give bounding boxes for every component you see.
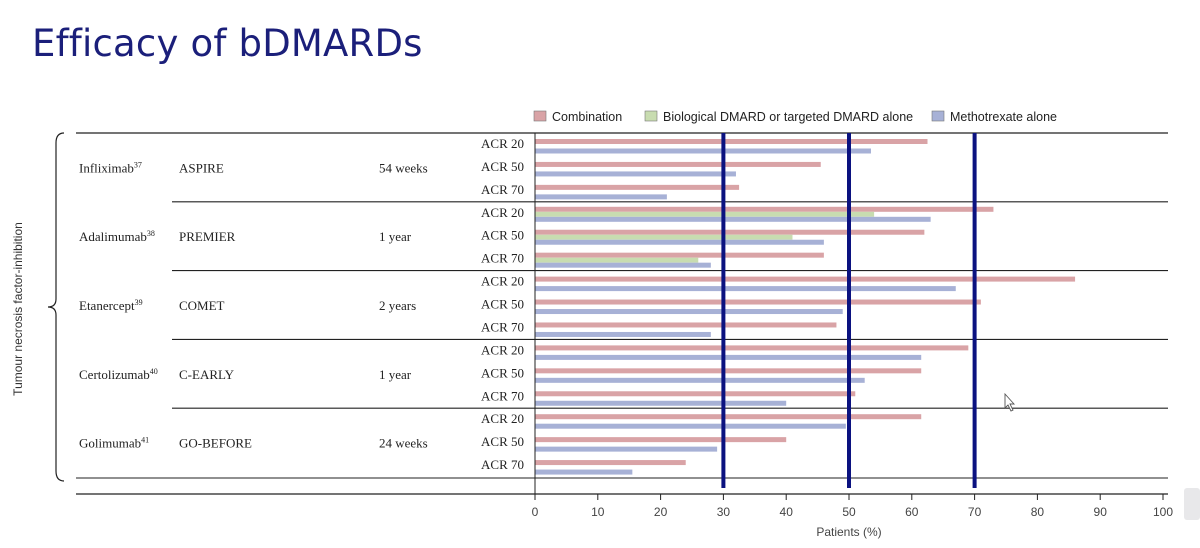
group-brace xyxy=(47,132,65,482)
bar-combination xyxy=(535,139,928,144)
drug-name: Etanercept39 xyxy=(79,298,143,313)
drug-label: Golimumab xyxy=(79,436,141,451)
drug-ref: 41 xyxy=(141,436,149,445)
bar-combination xyxy=(535,229,925,235)
drug-ref: 38 xyxy=(147,229,155,238)
bar-combination xyxy=(535,161,821,167)
drug-name: Certolizumab40 xyxy=(79,367,158,382)
drug-name: Golimumab41 xyxy=(79,436,149,451)
legend-swatch-mtx xyxy=(931,110,945,122)
legend-label-combination: Combination xyxy=(552,110,622,124)
bar-combination xyxy=(535,322,837,328)
x-tick-label: 70 xyxy=(968,505,982,519)
bar-biologic xyxy=(535,211,875,217)
study-name: PREMIER xyxy=(179,229,236,244)
x-tick-label: 30 xyxy=(717,505,731,519)
x-tick-label: 50 xyxy=(842,505,856,519)
scroll-handle[interactable] xyxy=(1184,488,1200,520)
bar-mtx xyxy=(535,262,711,268)
acr-label: ACR 50 xyxy=(481,365,524,380)
side-label: Tumour necrosis factor-inhibition xyxy=(11,222,25,396)
acr-label: ACR 20 xyxy=(481,274,524,289)
bar-mtx xyxy=(535,354,922,360)
drug-ref: 40 xyxy=(150,367,158,376)
bar-biologic xyxy=(535,257,699,263)
acr-label: ACR 50 xyxy=(481,159,524,174)
bar-combination xyxy=(535,184,740,190)
drug-label: Adalimumab xyxy=(79,229,147,244)
bar-mtx xyxy=(535,171,736,177)
study-duration: 54 weeks xyxy=(379,160,428,175)
bar-mtx xyxy=(535,239,824,245)
x-tick-label: 90 xyxy=(1094,505,1108,519)
bar-combination xyxy=(535,414,922,420)
acr-label: ACR 50 xyxy=(481,434,524,449)
bar-combination xyxy=(535,460,686,466)
study-name: GO-BEFORE xyxy=(179,436,252,451)
bar-biologic xyxy=(535,234,793,240)
bar-mtx xyxy=(535,331,711,337)
bar-combination xyxy=(535,368,922,374)
bar-mtx xyxy=(535,309,843,315)
drug-ref: 39 xyxy=(135,298,143,307)
acr-label: ACR 20 xyxy=(481,205,524,220)
legend-label-biologic: Biological DMARD or targeted DMARD alone xyxy=(663,110,913,124)
bar-combination xyxy=(535,391,856,397)
acr-label: ACR 70 xyxy=(481,388,524,403)
bar-combination xyxy=(535,299,981,305)
bar-mtx xyxy=(535,377,865,383)
bar-combination xyxy=(535,206,994,212)
acr-label: ACR 70 xyxy=(481,457,524,472)
acr-label: ACR 20 xyxy=(481,342,524,357)
bar-mtx xyxy=(535,148,871,154)
acr-label: ACR 20 xyxy=(481,136,524,151)
legend-swatch-combination xyxy=(533,110,547,122)
bar-mtx xyxy=(535,469,633,475)
drug-name: Adalimumab38 xyxy=(79,229,155,244)
bar-mtx xyxy=(535,400,787,406)
bar-mtx xyxy=(535,216,931,222)
acr-label: ACR 50 xyxy=(481,297,524,312)
legend-label-mtx: Methotrexate alone xyxy=(950,110,1057,124)
drug-label: Etanercept xyxy=(79,298,135,313)
study-name: C-EARLY xyxy=(179,367,235,382)
acr-label: ACR 70 xyxy=(481,319,524,334)
drug-label: Infliximab xyxy=(79,160,134,175)
bar-mtx xyxy=(535,423,846,429)
study-duration: 2 years xyxy=(379,298,416,313)
bar-combination xyxy=(535,276,1076,282)
bar-combination xyxy=(535,252,824,258)
cursor-icon xyxy=(1004,392,1016,412)
acr-label: ACR 70 xyxy=(481,182,524,197)
slide-title: Efficacy of bDMARDs xyxy=(32,22,423,65)
study-duration: 1 year xyxy=(379,367,412,382)
drug-name: Infliximab37 xyxy=(79,160,142,175)
study-name: COMET xyxy=(179,298,225,313)
acr-label: ACR 50 xyxy=(481,228,524,243)
study-name: ASPIRE xyxy=(179,160,224,175)
x-tick-label: 60 xyxy=(905,505,919,519)
drug-ref: 37 xyxy=(134,160,142,169)
study-duration: 24 weeks xyxy=(379,436,428,451)
x-tick-label: 100 xyxy=(1153,505,1173,519)
legend-swatch-biologic xyxy=(644,110,658,122)
x-tick-label: 20 xyxy=(654,505,668,519)
bar-mtx xyxy=(535,194,667,200)
bar-mtx xyxy=(535,446,718,452)
x-tick-label: 40 xyxy=(780,505,794,519)
x-tick-label: 0 xyxy=(532,505,539,519)
drug-label: Certolizumab xyxy=(79,367,150,382)
bar-combination xyxy=(535,437,787,443)
study-duration: 1 year xyxy=(379,229,412,244)
x-tick-label: 10 xyxy=(591,505,605,519)
x-tick-label: 80 xyxy=(1031,505,1045,519)
x-axis-title: Patients (%) xyxy=(816,525,881,539)
acr-label: ACR 20 xyxy=(481,411,524,426)
acr-label: ACR 70 xyxy=(481,251,524,266)
bar-combination xyxy=(535,345,969,351)
bar-mtx xyxy=(535,286,956,292)
